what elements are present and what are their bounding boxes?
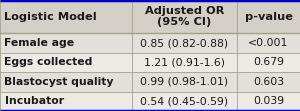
Text: Adjusted OR
(95% CI): Adjusted OR (95% CI)	[145, 6, 224, 27]
Text: 0.679: 0.679	[253, 57, 284, 67]
Text: 1.21 (0.91-1.6): 1.21 (0.91-1.6)	[144, 57, 225, 67]
Bar	[0, 72, 300, 92]
Text: p-value: p-value	[244, 12, 292, 22]
Text: 0.54 (0.45-0.59): 0.54 (0.45-0.59)	[140, 96, 229, 106]
Text: 0.99 (0.98-1.01): 0.99 (0.98-1.01)	[140, 77, 229, 87]
Bar	[0, 33, 300, 53]
Text: 0.039: 0.039	[253, 96, 284, 106]
Text: 0.603: 0.603	[253, 77, 284, 87]
Text: Eggs collected: Eggs collected	[4, 57, 93, 67]
Text: Female age: Female age	[4, 38, 75, 48]
Bar	[0, 92, 300, 111]
Bar	[0, 53, 300, 72]
Text: 0.85 (0.82-0.88): 0.85 (0.82-0.88)	[140, 38, 229, 48]
Bar	[0, 0, 300, 33]
Text: <0.001: <0.001	[248, 38, 289, 48]
Text: Logistic Model: Logistic Model	[4, 12, 97, 22]
Text: Incubator: Incubator	[4, 96, 64, 106]
Text: Blastocyst quality: Blastocyst quality	[4, 77, 114, 87]
